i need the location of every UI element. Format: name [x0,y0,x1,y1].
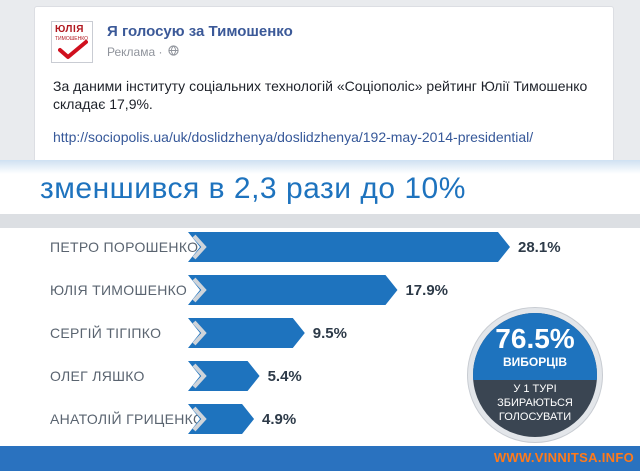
avatar-logo-text: ЮЛІЯ [55,24,84,35]
stat-label: ВИБОРЦІВ [502,355,568,369]
meta-dot: · [158,45,163,59]
bar-label: АНАТОЛІЙ ГРИЦЕНКО [50,411,205,427]
bar-arrow [188,404,255,434]
bar-mark [188,404,255,434]
bar-label: ЮЛІЯ ТИМОШЕНКО [50,282,188,298]
infographic-footer-band [0,446,640,471]
bar-value-label: 5.4% [267,368,302,385]
infographic-top-strip [0,160,640,174]
bar-value-label: 17.9% [405,282,449,299]
bar-arrow [188,275,398,305]
stat-circle-top [473,313,597,380]
stat-foot-line-1: У 1 ТУРІ [513,383,557,395]
bar-arrow [188,232,510,262]
bar-chevron [192,277,207,303]
bar-arrow [188,361,260,391]
page-name-link[interactable]: Я голосую за Тимошенко [107,23,293,40]
stat-circle: 76.5% ВИБОРЦІВ У 1 ТУРІ ЗБИРАЮТЬСЯ ГОЛОС… [468,308,602,442]
post-card: ЮЛІЯ ТИМОШЕНКО Я голосую за Тимошенко Ре… [34,6,614,176]
bar-chevron [192,363,207,389]
bar-chevron [192,406,207,432]
infographic-divider [0,214,640,228]
post-body-text: За даними інституту соціальних технологі… [53,78,588,112]
bar-mark [188,275,398,305]
bar-arrow [188,318,305,348]
bar-label: СЕРГІЙ ТІГІПКО [50,325,162,341]
checkmark-icon [58,40,88,59]
bar-value-label: 28.1% [518,239,561,256]
bar-mark [188,361,260,391]
stat-foot-line-3: ГОЛОСУВАТИ [498,411,572,423]
infographic-image[interactable]: зменшився в 2,3 рази до 10% ПЕТРО ПОРОШЕ… [0,160,640,471]
stat-foot-line-2: ЗБИРАЮТЬСЯ [497,397,573,409]
stat-percent: 76.5% [495,323,575,354]
post-link[interactable]: http://sociopolis.ua/uk/doslidzhenya/dos… [53,129,534,145]
page-avatar[interactable]: ЮЛІЯ ТИМОШЕНКО [51,21,93,63]
post-meta: Реклама · [107,45,179,59]
globe-icon [168,45,179,59]
bar-label: ОЛЕГ ЛЯШКО [50,368,145,384]
bar-value-label: 4.9% [262,411,297,428]
bar-mark [188,318,305,348]
sponsored-label[interactable]: Реклама [107,45,156,59]
bar-value-label: 9.5% [312,325,347,342]
watermark-text: WWW.VINNITSA.INFO [493,450,634,465]
bar-chevron [192,234,207,260]
bar-mark [188,232,510,262]
infographic-headline: зменшився в 2,3 рази до 10% [40,172,466,205]
avatar-logo-sub: ТИМОШЕНКО [55,36,88,42]
bar-chevron [192,320,207,346]
bar-label: ПЕТРО ПОРОШЕНКО [50,239,199,255]
